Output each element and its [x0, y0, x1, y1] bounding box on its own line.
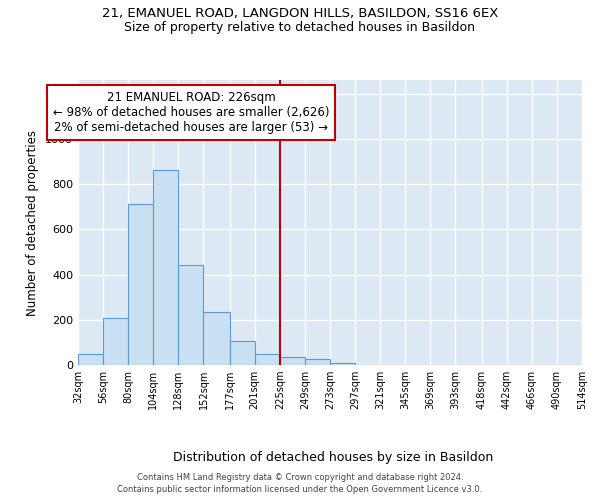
Bar — [305, 360, 330, 365]
Text: Contains HM Land Registry data © Crown copyright and database right 2024.
Contai: Contains HM Land Registry data © Crown c… — [118, 472, 482, 494]
Bar — [255, 354, 280, 365]
Text: Distribution of detached houses by size in Basildon: Distribution of detached houses by size … — [173, 451, 493, 464]
Text: 21, EMANUEL ROAD, LANGDON HILLS, BASILDON, SS16 6EX: 21, EMANUEL ROAD, LANGDON HILLS, BASILDO… — [102, 8, 498, 20]
Bar — [178, 266, 203, 365]
Bar — [128, 204, 153, 365]
Bar — [280, 357, 305, 365]
Text: 21 EMANUEL ROAD: 226sqm
← 98% of detached houses are smaller (2,626)
2% of semi-: 21 EMANUEL ROAD: 226sqm ← 98% of detache… — [53, 92, 329, 134]
Y-axis label: Number of detached properties: Number of detached properties — [26, 130, 40, 316]
Bar — [230, 341, 255, 365]
Bar — [203, 312, 230, 365]
Text: Size of property relative to detached houses in Basildon: Size of property relative to detached ho… — [125, 21, 476, 34]
Bar — [153, 170, 178, 365]
Bar — [103, 318, 128, 365]
Bar — [330, 362, 355, 365]
Bar — [78, 354, 103, 365]
